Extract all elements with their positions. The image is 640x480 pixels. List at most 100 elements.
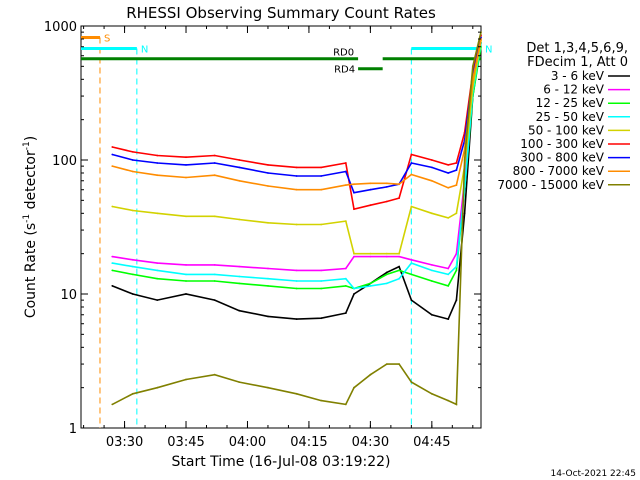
series-point-6-12-kev	[131, 258, 134, 261]
series-point-50-100-kev	[320, 223, 323, 226]
series-point-50-100-kev	[455, 212, 458, 215]
y-tick-label: 1000	[44, 20, 77, 35]
y-axis-label-sup2: -1	[22, 141, 32, 150]
legend-label-3-6-kev: 3 - 6 keV	[551, 69, 605, 83]
series-point-100-300-kev	[156, 154, 159, 157]
series-point-3-6-kev	[131, 293, 134, 295]
series-point-3-6-kev	[295, 318, 298, 320]
x-tick-label: 04:15	[290, 435, 327, 450]
series-point-25-50-kev	[156, 269, 159, 272]
series-point-50-100-kev	[447, 217, 450, 219]
series-point-25-50-kev	[238, 275, 241, 278]
series-point-25-50-kev	[185, 273, 187, 276]
series-point-800-7000-kev	[385, 182, 388, 185]
series-point-3-6-kev	[185, 293, 187, 295]
series-point-25-50-kev	[410, 262, 413, 264]
legend-header-2: FDecim 1, Att 0	[527, 55, 628, 70]
series-point-100-300-kev	[344, 162, 347, 164]
series-point-25-50-kev	[295, 280, 298, 282]
legend-label-7000-15000-kev: 7000 - 15000 keV	[497, 178, 604, 192]
series-point-6-12-kev	[385, 255, 388, 258]
annotation-label-s: S	[104, 34, 110, 45]
series-point-100-300-kev	[353, 208, 355, 211]
series-point-100-300-kev	[410, 153, 413, 156]
series-point-7000-15000-kev	[213, 373, 216, 376]
series-point-3-6-kev	[267, 315, 269, 318]
legend-label-800-7000-kev: 800 - 7000 keV	[513, 164, 605, 178]
series-point-3-6-kev	[398, 265, 400, 268]
series-point-300-800-kev	[447, 172, 450, 174]
series-point-300-800-kev	[267, 172, 269, 174]
series-point-3-6-kev	[344, 312, 347, 314]
series-point-800-7000-kev	[430, 179, 433, 182]
series-point-12-25-kev	[455, 269, 458, 272]
series-point-50-100-kev	[238, 218, 241, 221]
series-point-12-25-kev	[238, 282, 241, 285]
series-point-3-6-kev	[463, 212, 466, 215]
series-point-300-800-kev	[185, 164, 187, 166]
x-tick-label: 04:00	[229, 435, 266, 450]
series-point-7000-15000-kev	[410, 381, 413, 383]
series-point-25-50-kev	[131, 265, 134, 268]
series-point-6-12-kev	[213, 264, 216, 266]
series-point-12-25-kev	[344, 285, 347, 287]
series-point-300-800-kev	[344, 170, 347, 173]
series-point-300-800-kev	[430, 166, 433, 169]
legend-label-25-50-kev: 25 - 50 keV	[536, 110, 605, 124]
series-point-800-7000-kev	[213, 174, 216, 177]
series-point-12-25-kev	[131, 273, 134, 276]
series-point-6-12-kev	[295, 269, 298, 272]
series-point-12-25-kev	[156, 277, 159, 280]
footer-timestamp: 14-Oct-2021 22:45	[551, 469, 636, 479]
series-line-3-6-kev	[112, 42, 482, 321]
series-point-7000-15000-kev	[455, 403, 458, 406]
series-point-300-800-kev	[369, 188, 372, 191]
series-point-100-300-kev	[238, 159, 241, 161]
series-point-25-50-kev	[447, 273, 450, 276]
series-point-50-100-kev	[295, 223, 298, 226]
series-point-300-800-kev	[131, 159, 134, 161]
series-point-7000-15000-kev	[156, 386, 159, 389]
series-point-7000-15000-kev	[398, 363, 400, 365]
series-point-50-100-kev	[369, 252, 372, 255]
series-point-100-300-kev	[267, 164, 269, 166]
legend-label-100-300-kev: 100 - 300 keV	[520, 137, 604, 151]
series-point-7000-15000-kev	[295, 392, 298, 395]
series-point-50-100-kev	[111, 205, 114, 208]
series-point-12-25-kev	[185, 280, 187, 282]
plot-area: S N N RD0 RD4 1 10 100 1000 03:30 03:45 04:00 04:1…	[44, 20, 493, 450]
series-point-50-100-kev	[156, 212, 159, 215]
series-point-6-12-kev	[185, 264, 187, 266]
series-point-12-25-kev	[295, 287, 298, 290]
series-point-7000-15000-kev	[430, 392, 433, 395]
series-point-12-25-kev	[213, 280, 216, 282]
series-point-800-7000-kev	[369, 182, 372, 185]
series-point-50-100-kev	[385, 252, 388, 255]
series-point-25-50-kev	[344, 277, 347, 280]
series-point-25-50-kev	[320, 280, 323, 282]
series-point-6-12-kev	[455, 252, 458, 255]
series-point-25-50-kev	[455, 265, 458, 268]
y-axis-label-mid: detector	[23, 150, 39, 214]
series-point-300-800-kev	[295, 175, 298, 177]
series-point-100-300-kev	[369, 204, 372, 207]
y-tick-label: 10	[60, 288, 77, 303]
annotation-label-rd0: RD0	[333, 48, 354, 59]
series-point-25-50-kev	[398, 277, 400, 280]
chart-title: RHESSI Observing Summary Count Rates	[126, 4, 436, 22]
annotation-layer: S N N RD0 RD4	[81, 34, 492, 428]
x-tick-label: 03:45	[167, 435, 204, 450]
series-point-800-7000-kev	[353, 183, 355, 186]
series-line-6-12-kev	[112, 38, 482, 272]
series-point-300-800-kev	[320, 175, 323, 177]
series-point-800-7000-kev	[111, 165, 114, 168]
series-point-7000-15000-kev	[353, 386, 355, 389]
series-point-50-100-kev	[213, 215, 216, 218]
series-point-100-300-kev	[320, 166, 323, 169]
series-line-50-100-kev	[112, 40, 482, 255]
annotation-label-rd4: RD4	[334, 65, 355, 76]
series-point-12-25-kev	[398, 269, 400, 272]
series-point-6-12-kev	[447, 267, 450, 270]
series-point-6-12-kev	[369, 255, 372, 258]
